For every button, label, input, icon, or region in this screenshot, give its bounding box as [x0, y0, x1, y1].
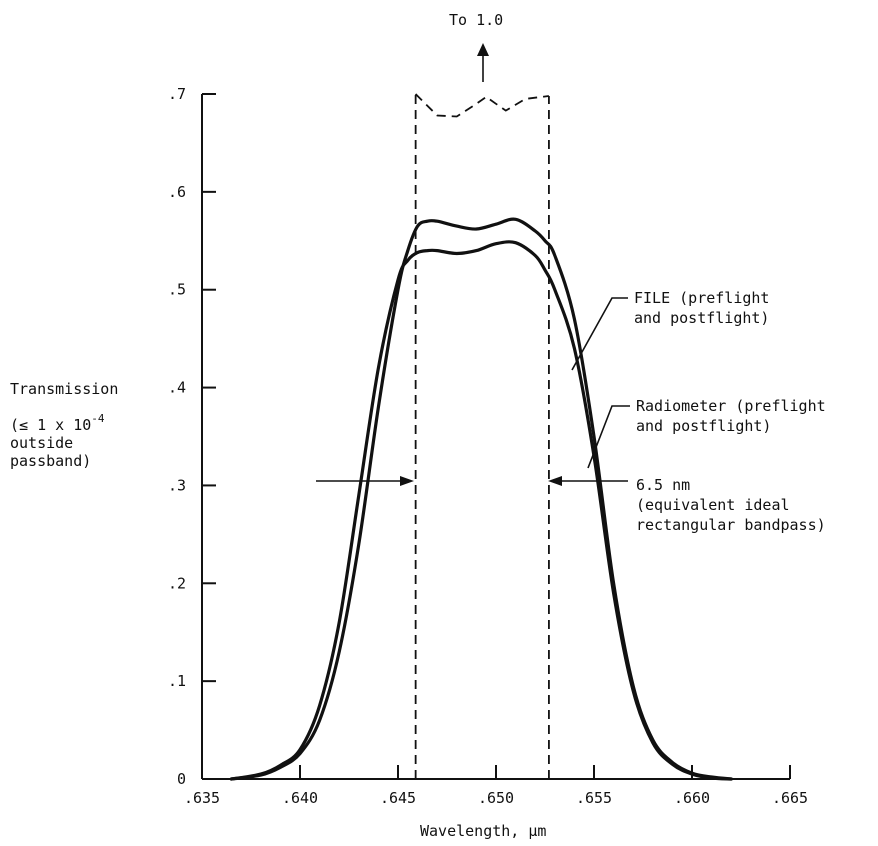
x-tick-label: .650: [478, 789, 514, 807]
ticks: 0 .1 .2 .3 .4 .5 .6 .7 .635 .640 .645 .650 .655 .660.…: [168, 85, 808, 807]
y-tick-label: .4: [168, 379, 186, 397]
radiometer-leader-line: [587, 405, 630, 469]
bandpass-right-arrow-head: [548, 476, 562, 486]
y-axis-note-line-1: (≤ 1 x 10-4: [10, 412, 105, 434]
file-label-line-2: and postflight): [634, 309, 769, 327]
axes: [201, 94, 790, 780]
curves: [229, 217, 733, 781]
y-tick-label: .3: [168, 476, 186, 494]
x-tick-label: .655: [576, 789, 612, 807]
bandpass-label-line-1: 6.5 nm: [636, 476, 690, 494]
top-label: To 1.0: [449, 11, 503, 29]
file-label-line-1: FILE (preflight: [634, 289, 769, 307]
y-axis-note-exponent: -4: [91, 412, 105, 425]
bandpass-left-arrow-head: [400, 476, 414, 486]
y-axis-note-part-1: (≤ 1 x 10: [10, 416, 91, 434]
radiometer-label-line-2: and postflight): [636, 417, 771, 435]
bandpass-label-line-3: rectangular bandpass): [636, 516, 826, 534]
radiometer-curve: [229, 240, 733, 781]
y-tick-label: .6: [168, 183, 186, 201]
y-tick-label: .5: [168, 281, 186, 299]
y-tick-label: .1: [168, 672, 186, 690]
file-leader-line: [571, 297, 628, 371]
bandpass-top-wave: [414, 93, 550, 118]
x-tick-label: .645: [380, 789, 416, 807]
radiometer-label-line-1: Radiometer (preflight: [636, 397, 826, 415]
x-tick-label: .665: [772, 789, 808, 807]
y-axis-note-line-2: outside: [10, 434, 73, 452]
up-arrow-head: [477, 43, 489, 56]
y-tick-label: 0: [177, 770, 186, 788]
x-tick-label: .640: [282, 789, 318, 807]
x-tick-label: .660: [674, 789, 710, 807]
bandpass-label-line-2: (equivalent ideal: [636, 496, 790, 514]
bandpass-markers: [414, 93, 550, 779]
y-axis-title: Transmission: [10, 380, 118, 398]
x-tick-label: .635: [184, 789, 220, 807]
annotations: To 1.0 Transmission (≤ 1 x 10-4 outside …: [10, 11, 826, 840]
y-tick-label: .7: [168, 85, 186, 103]
x-axis-title: Wavelength, μm: [420, 822, 546, 840]
y-axis-note-line-3: passband): [10, 452, 91, 470]
y-tick-label: .2: [168, 574, 186, 592]
